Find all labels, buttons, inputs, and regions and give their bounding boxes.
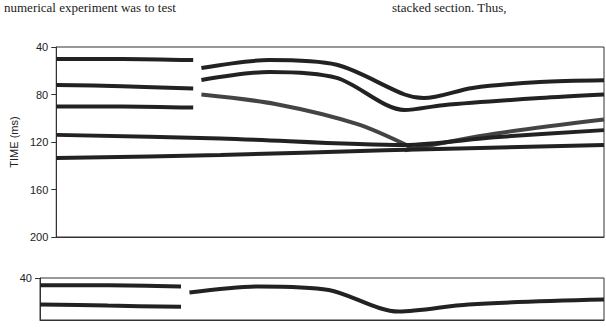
html-text:stacked section. Thus,: stacked section. Thus, [392, 0, 507, 15]
svg-text:TIME (ms): TIME (ms) [8, 116, 20, 167]
html-text:numerical experiment was to te: numerical experiment was to test [4, 0, 176, 15]
svg-text:200: 200 [30, 231, 48, 243]
svg-text:40: 40 [36, 41, 48, 53]
svg-text:80: 80 [36, 89, 48, 101]
svg-text:40: 40 [20, 272, 32, 284]
svg-text:160: 160 [30, 184, 48, 196]
svg-text:120: 120 [30, 136, 48, 148]
